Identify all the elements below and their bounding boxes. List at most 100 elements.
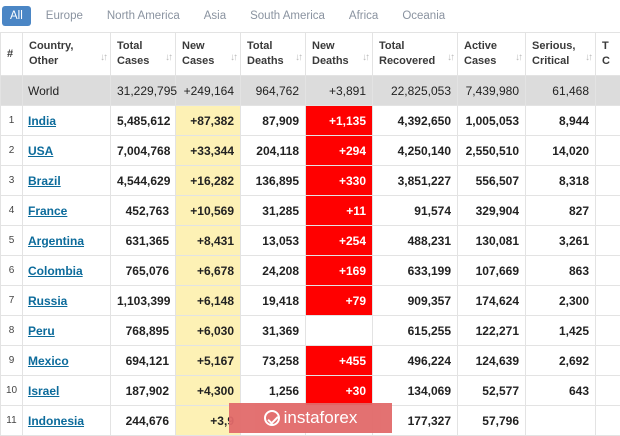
cell-country: France (23, 196, 111, 226)
tab-south-america[interactable]: South America (241, 6, 334, 26)
sort-icon[interactable]: ↓↑ (515, 50, 521, 65)
cell-total-cases: 7,004,768 (111, 136, 176, 166)
header-serious[interactable]: Serious,Critical↓↑ (526, 33, 596, 76)
header-country[interactable]: Country,Other↓↑ (23, 33, 111, 76)
country-link[interactable]: Russia (28, 294, 67, 308)
country-link[interactable]: Israel (28, 384, 59, 398)
cell-country: World (23, 76, 111, 106)
cell-num: 11 (1, 406, 23, 436)
header-label: New (182, 40, 205, 52)
sort-icon[interactable]: ↓↑ (100, 50, 106, 65)
header-label: Other (29, 55, 58, 67)
cell-total-cases: 631,365 (111, 226, 176, 256)
cell-num: 5 (1, 226, 23, 256)
cell-new-cases: +10,569 (176, 196, 241, 226)
cell-country: Peru (23, 316, 111, 346)
header-active-cases[interactable]: Active Cases ↓↑ (458, 33, 526, 76)
header-label: Cases (464, 55, 496, 67)
sort-icon[interactable]: ↓↑ (362, 50, 368, 65)
cell-num: 4 (1, 196, 23, 226)
header-label: Active (464, 40, 497, 52)
cell-active-cases: 122,271 (458, 316, 526, 346)
cell-total-recovered: 3,851,227 (373, 166, 458, 196)
cell-country: Russia (23, 286, 111, 316)
cell-new-cases: +87,382 (176, 106, 241, 136)
cell-new-deaths: +1,135 (306, 106, 373, 136)
country-link[interactable]: Mexico (28, 354, 69, 368)
cell-active-cases: 329,904 (458, 196, 526, 226)
cell-total-deaths: 1,256 (241, 376, 306, 406)
cell-total-cases: 694,121 (111, 346, 176, 376)
header-label: C (602, 55, 610, 67)
country-link[interactable]: Indonesia (28, 414, 84, 428)
cell-country: India (23, 106, 111, 136)
cell-active-cases: 1,005,053 (458, 106, 526, 136)
tab-asia[interactable]: Asia (195, 6, 235, 26)
cell-num: 7 (1, 286, 23, 316)
cell-extra (596, 346, 620, 376)
tab-europe[interactable]: Europe (37, 6, 92, 26)
country-link[interactable]: Peru (28, 324, 55, 338)
header-label: Total (379, 40, 404, 52)
cell-total-recovered: 134,069 (373, 376, 458, 406)
cell-num: 2 (1, 136, 23, 166)
country-link[interactable]: Argentina (28, 234, 84, 248)
header-label: Deaths (247, 55, 284, 67)
cell-total-deaths: 204,118 (241, 136, 306, 166)
tab-north-america[interactable]: North America (98, 6, 189, 26)
cell-country: Mexico (23, 346, 111, 376)
header-label: New (312, 40, 335, 52)
cell-extra (596, 406, 620, 436)
country-link[interactable]: France (28, 204, 67, 218)
cell-total-deaths: 87,909 (241, 106, 306, 136)
cell-new-cases: +5,167 (176, 346, 241, 376)
cell-extra (596, 196, 620, 226)
tab-all[interactable]: All (2, 6, 31, 26)
header-label: Total (117, 40, 142, 52)
cell-extra (596, 316, 620, 346)
cell-country: Brazil (23, 166, 111, 196)
cell-total-cases: 1,103,399 (111, 286, 176, 316)
sort-icon[interactable]: ↓↑ (165, 50, 171, 65)
cell-active-cases: 130,081 (458, 226, 526, 256)
header-total-recovered[interactable]: Total Recovered ↓↑ (373, 33, 458, 76)
country-link[interactable]: USA (28, 144, 53, 158)
header-num[interactable]: # (1, 33, 23, 76)
sort-icon[interactable]: ↓↑ (447, 50, 453, 65)
tab-oceania[interactable]: Oceania (393, 6, 454, 26)
instaforex-logo-icon (264, 410, 280, 426)
country-link[interactable]: India (28, 114, 56, 128)
cell-new-cases: +16,282 (176, 166, 241, 196)
header-label: Recovered (379, 55, 435, 67)
sort-icon[interactable]: ↓↑ (230, 50, 236, 65)
cell-active-cases: 107,669 (458, 256, 526, 286)
cell-total-deaths: 964,762 (241, 76, 306, 106)
cell-serious: 643 (526, 376, 596, 406)
cell-new-cases: +4,300 (176, 376, 241, 406)
cell-total-recovered: 488,231 (373, 226, 458, 256)
cell-extra (596, 76, 620, 106)
cell-serious: 8,944 (526, 106, 596, 136)
cell-new-deaths: +79 (306, 286, 373, 316)
cell-active-cases: 556,507 (458, 166, 526, 196)
sort-icon[interactable]: ↓↑ (585, 50, 591, 65)
country-link[interactable]: Colombia (28, 264, 83, 278)
cell-new-cases: +249,164 (176, 76, 241, 106)
sort-icon[interactable]: ↓↑ (295, 50, 301, 65)
country-link[interactable]: Brazil (28, 174, 61, 188)
cell-num (1, 76, 23, 106)
cell-country: Indonesia (23, 406, 111, 436)
cell-serious: 14,020 (526, 136, 596, 166)
cell-total-cases: 244,676 (111, 406, 176, 436)
cell-total-cases: 765,076 (111, 256, 176, 286)
tab-africa[interactable]: Africa (340, 6, 387, 26)
